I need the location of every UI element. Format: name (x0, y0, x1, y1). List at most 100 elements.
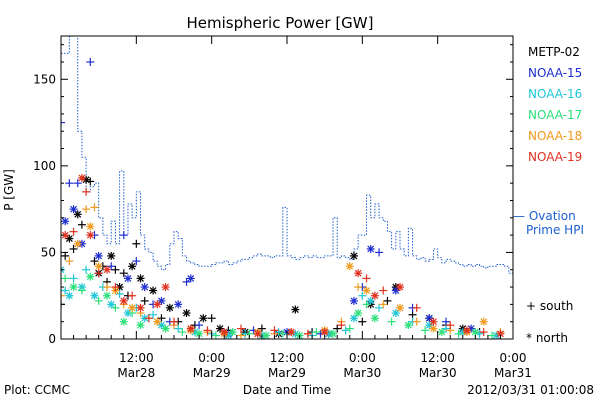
legend-item-noaa-18: NOAA-18 (528, 129, 582, 143)
south-point-noaa-17 (61, 274, 70, 283)
south-point-noaa-18 (65, 257, 74, 266)
south-point-noaa-16 (115, 289, 124, 298)
south-point-noaa-16 (442, 324, 451, 333)
legend-item-metp-02: METP-02 (528, 45, 580, 59)
north-point-noaa-17 (262, 331, 271, 339)
north-point-noaa-19 (370, 291, 379, 300)
south-point-noaa-18 (412, 317, 421, 326)
x-tick-label-date-5: Mar31 (494, 366, 532, 380)
south-point-metp-02 (69, 244, 78, 253)
x-tick-label-date-3: Mar30 (343, 366, 381, 380)
south-point-metp-02 (157, 314, 166, 323)
north-point-metp-02 (128, 262, 137, 271)
north-point-noaa-19 (161, 283, 170, 292)
south-point-metp-02 (408, 310, 417, 319)
legend-item-noaa-19: NOAA-19 (528, 150, 582, 164)
south-point-noaa-19 (446, 321, 455, 330)
south-point-noaa-19 (94, 269, 103, 278)
north-point-noaa-18 (362, 286, 371, 295)
north-point-noaa-19 (153, 300, 162, 309)
north-point-metp-02 (73, 210, 82, 219)
north-point-noaa-16 (349, 314, 358, 323)
north-point-noaa-19 (86, 231, 95, 240)
north-point-noaa-17 (119, 317, 128, 326)
south-point-noaa-18 (354, 283, 363, 292)
north-point-noaa-18 (128, 303, 137, 312)
north-point-noaa-17 (136, 321, 145, 330)
ovation-hpi-line (61, 36, 513, 274)
north-point-noaa-19 (429, 317, 438, 326)
south-point-noaa-16 (174, 324, 183, 333)
legend-item-noaa-15: NOAA-15 (528, 66, 582, 80)
x-tick-label-date-4: Mar30 (419, 366, 457, 380)
series-noaa-17 (61, 272, 497, 339)
south-point-noaa-16 (149, 310, 158, 319)
south-point-noaa-16 (358, 291, 367, 300)
north-point-noaa-15 (61, 217, 70, 226)
north-point-noaa-19 (103, 265, 112, 274)
south-point-noaa-19 (270, 326, 279, 335)
north-point-noaa-15 (349, 296, 358, 305)
south-point-metp-02 (383, 296, 392, 305)
south-point-noaa-18 (103, 283, 112, 292)
south-point-metp-02 (90, 257, 99, 266)
south-point-noaa-16 (341, 326, 350, 335)
south-point-noaa-16 (375, 303, 384, 312)
north-point-noaa-17 (228, 328, 237, 337)
south-point-noaa-19 (412, 303, 421, 312)
south-point-metp-02 (61, 251, 70, 260)
south-point-noaa-15 (119, 231, 128, 240)
south-point-noaa-19 (236, 324, 245, 333)
south-point-noaa-19 (128, 291, 137, 300)
north-point-noaa-19 (119, 296, 128, 305)
south-point-noaa-19 (337, 321, 346, 330)
south-point-metp-02 (333, 324, 342, 333)
north-point-noaa-18 (429, 324, 438, 333)
north-point-metp-02 (349, 251, 358, 260)
north-point-noaa-15 (69, 205, 78, 214)
north-point-noaa-19 (253, 329, 262, 338)
north-point-noaa-16 (65, 291, 74, 300)
x-tick-label-date-0: Mar28 (117, 366, 155, 380)
south-point-noaa-18 (90, 203, 99, 212)
south-point-noaa-17 (94, 296, 103, 305)
north-point-noaa-15 (94, 251, 103, 260)
north-point-noaa-17 (329, 329, 338, 338)
north-point-noaa-18 (153, 317, 162, 326)
north-point-noaa-18 (479, 317, 488, 326)
south-point-noaa-17 (111, 303, 120, 312)
south-point-noaa-15 (132, 257, 141, 266)
south-point-metp-02 (132, 239, 141, 248)
series-noaa-16 (61, 265, 501, 339)
south-point-noaa-17 (454, 329, 463, 338)
x-axis-label: Date and Time (243, 383, 331, 397)
north-point-noaa-19 (136, 303, 145, 312)
south-point-noaa-19 (379, 286, 388, 295)
north-point-noaa-17 (103, 291, 112, 300)
south-point-metp-02 (257, 324, 266, 333)
north-point-noaa-17 (370, 314, 379, 323)
south-point-noaa-15 (182, 277, 191, 286)
north-point-metp-02 (165, 303, 174, 312)
south-point-noaa-16 (69, 274, 78, 283)
south-point-noaa-17 (421, 326, 430, 335)
south-point-noaa-17 (387, 317, 396, 326)
legend-south: + south (526, 299, 573, 313)
legend-north: * north (526, 331, 568, 345)
south-point-noaa-17 (278, 329, 287, 338)
south-point-noaa-19 (479, 328, 488, 337)
north-point-noaa-19 (320, 328, 329, 337)
south-point-noaa-17 (488, 331, 497, 339)
north-point-noaa-18 (73, 239, 82, 248)
legend-ovation-line1: — Ovation (513, 209, 576, 223)
south-point-noaa-17 (211, 331, 220, 339)
north-point-noaa-18 (396, 303, 404, 312)
north-point-noaa-19 (77, 173, 86, 182)
north-point-noaa-16 (391, 309, 400, 318)
south-point-noaa-17 (312, 328, 321, 337)
chart-title: Hemispheric Power [GW] (187, 14, 374, 32)
south-point-noaa-19 (144, 314, 153, 323)
x-tick-label-time-1: 0:00 (198, 351, 225, 365)
north-point-noaa-18 (345, 262, 354, 271)
north-point-noaa-17 (161, 324, 170, 333)
